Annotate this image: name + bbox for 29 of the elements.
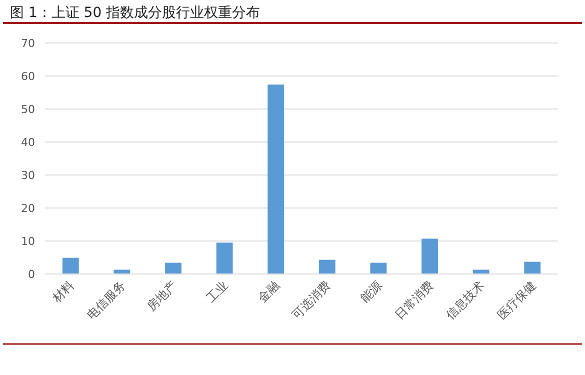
- bar: [370, 262, 387, 274]
- x-tick-label: 房地产: [144, 278, 180, 314]
- bar: [165, 262, 182, 274]
- chart-title: 图 1：上证 50 指数成分股行业权重分布: [10, 5, 260, 21]
- y-tick-label: 40: [21, 136, 35, 149]
- x-tick-label: 日常消费: [392, 278, 436, 322]
- x-tick-label: 信息技术: [443, 278, 488, 322]
- x-tick-label: 可选消费: [289, 278, 334, 322]
- bar: [318, 260, 336, 274]
- y-tick-label: 50: [21, 103, 35, 116]
- bar: [422, 238, 438, 274]
- y-tick-label: 20: [21, 202, 35, 215]
- x-tick-label: 工业: [204, 278, 231, 306]
- bar: [62, 258, 79, 274]
- bar: [216, 242, 233, 274]
- x-tick-label: 电信服务: [84, 278, 128, 322]
- bar: [524, 262, 541, 274]
- bar: [268, 84, 284, 274]
- y-tick-label: 60: [21, 70, 35, 83]
- bar: [114, 270, 130, 274]
- y-tick-label: 70: [21, 37, 35, 50]
- x-tick-label: 金融: [255, 278, 282, 306]
- y-tick-label: 30: [21, 169, 35, 182]
- y-tick-label: 0: [28, 268, 35, 281]
- x-tick-label: 医疗保健: [494, 278, 538, 322]
- y-tick-label: 10: [21, 235, 35, 248]
- x-tick-label: 能源: [358, 278, 385, 306]
- x-tick-label: 材料: [49, 278, 77, 306]
- bar: [472, 270, 490, 274]
